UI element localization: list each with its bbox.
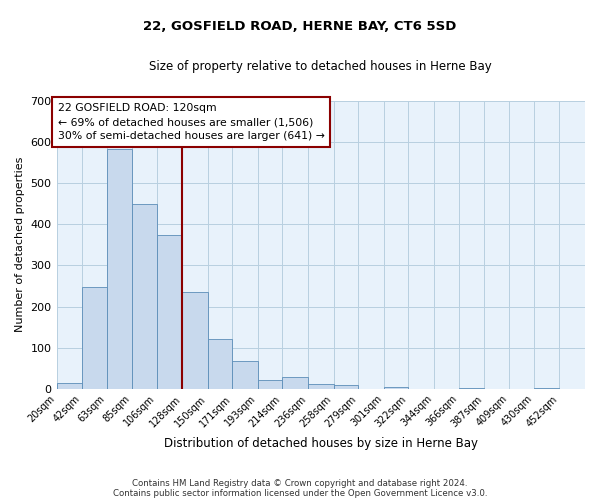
Text: 22 GOSFIELD ROAD: 120sqm
← 69% of detached houses are smaller (1,506)
30% of sem: 22 GOSFIELD ROAD: 120sqm ← 69% of detach… [58,102,325,142]
Text: Contains public sector information licensed under the Open Government Licence v3: Contains public sector information licen… [113,488,487,498]
X-axis label: Distribution of detached houses by size in Herne Bay: Distribution of detached houses by size … [164,437,478,450]
Bar [208,340,232,389]
Bar [308,384,334,389]
Bar [56,382,82,389]
Bar [132,204,157,389]
Bar [534,388,559,389]
Bar [258,380,283,389]
Y-axis label: Number of detached properties: Number of detached properties [15,157,25,332]
Bar [459,388,484,389]
Bar [334,385,358,389]
Bar [283,376,308,389]
Text: 22, GOSFIELD ROAD, HERNE BAY, CT6 5SD: 22, GOSFIELD ROAD, HERNE BAY, CT6 5SD [143,20,457,33]
Bar [232,362,258,389]
Bar [157,235,182,389]
Bar [383,387,408,389]
Bar [182,292,208,389]
Title: Size of property relative to detached houses in Herne Bay: Size of property relative to detached ho… [149,60,492,73]
Text: Contains HM Land Registry data © Crown copyright and database right 2024.: Contains HM Land Registry data © Crown c… [132,478,468,488]
Bar [82,287,107,389]
Bar [107,149,132,389]
